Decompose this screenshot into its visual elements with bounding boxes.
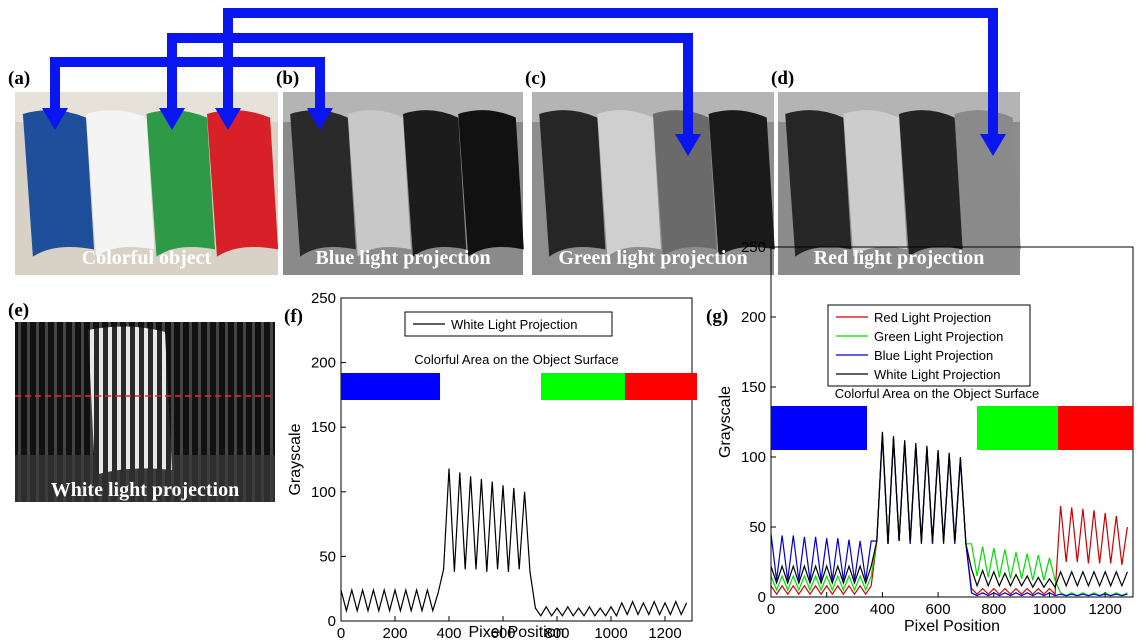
x-tick-label: 800 <box>981 601 1006 618</box>
stripe <box>348 110 411 257</box>
y-tick-label: 150 <box>311 419 336 436</box>
panel-label: (b) <box>276 68 299 89</box>
x-tick-label: 1200 <box>648 625 681 641</box>
photo-panel: Green light projection <box>532 92 775 275</box>
stripe <box>23 110 94 257</box>
stripe <box>403 110 466 257</box>
x-tick-label: 0 <box>337 625 345 641</box>
panel-caption: White light projection <box>51 479 240 501</box>
y-tick-label: 50 <box>319 548 336 565</box>
panel-caption: Green light projection <box>558 247 747 269</box>
x-axis-label: Pixel Position <box>904 618 1000 635</box>
stripe <box>88 326 172 475</box>
panel-label: (d) <box>771 68 794 89</box>
photos: Colorful object Blue light projection Gree… <box>15 92 1021 502</box>
color-band <box>771 406 867 450</box>
y-axis-label: Grayscale <box>717 386 734 458</box>
x-tick-label: 1000 <box>594 625 627 641</box>
legend-label: Blue Light Projection <box>874 348 993 363</box>
photo-panel: Red light projection <box>778 92 1021 275</box>
stripe <box>709 110 775 257</box>
panel-caption: Blue light projection <box>315 247 490 269</box>
x-tick-label: 0 <box>767 601 775 618</box>
panel-caption: Colorful object <box>82 247 212 269</box>
annotation: Colorful Area on the Object Surface <box>835 386 1040 401</box>
y-tick-label: 0 <box>758 589 766 606</box>
legend-label: Red Light Projection <box>874 310 991 325</box>
stripe <box>458 110 524 257</box>
stripe <box>290 110 356 257</box>
panel-label: (g) <box>706 306 728 327</box>
stripe <box>147 110 215 257</box>
y-axis-label: Grayscale <box>287 423 304 495</box>
y-tick-label: 200 <box>741 309 766 326</box>
legend-label: White Light Projection <box>451 317 577 332</box>
panel-label: (e) <box>8 300 29 321</box>
stripe <box>899 110 963 257</box>
color-band <box>341 373 440 400</box>
color-band <box>541 373 625 400</box>
panel-label: (a) <box>8 68 30 89</box>
panel-caption: Red light projection <box>814 247 985 269</box>
stripe <box>86 110 154 257</box>
annotation: Colorful Area on the Object Surface <box>414 352 619 367</box>
x-tick-label: 1000 <box>1033 601 1066 618</box>
plot-frame <box>341 298 692 621</box>
legend-label: White Light Projection <box>874 367 1000 382</box>
y-tick-label: 250 <box>741 239 766 256</box>
y-tick-label: 150 <box>741 379 766 396</box>
x-tick-label: 400 <box>870 601 895 618</box>
stripe <box>539 110 605 257</box>
x-tick-label: 200 <box>382 625 407 641</box>
x-tick-label: 200 <box>814 601 839 618</box>
x-tick-label: 400 <box>436 625 461 641</box>
panel-label: (c) <box>525 68 546 89</box>
y-tick-label: 0 <box>328 613 336 630</box>
series-line <box>341 469 687 616</box>
color-band <box>1058 406 1133 450</box>
legend-label: Green Light Projection <box>874 329 1003 344</box>
y-tick-label: 250 <box>311 290 336 307</box>
series-line <box>771 432 1127 587</box>
figure: Colorful object Blue light projection Gree… <box>0 0 1143 641</box>
y-tick-label: 100 <box>311 484 336 501</box>
x-axis-label: Pixel Position <box>468 624 564 641</box>
x-tick-label: 600 <box>926 601 951 618</box>
y-tick-label: 200 <box>311 355 336 372</box>
y-tick-label: 100 <box>741 449 766 466</box>
stripe <box>207 110 278 257</box>
stripe <box>843 110 907 257</box>
color-band <box>625 373 697 400</box>
stripe <box>597 110 661 257</box>
photo-panel: White light projection <box>15 322 275 502</box>
stripe <box>785 110 851 257</box>
panel-label: (f) <box>284 306 303 327</box>
color-band <box>977 406 1058 450</box>
y-tick-label: 50 <box>749 519 766 536</box>
x-tick-label: 1200 <box>1088 601 1121 618</box>
stripe <box>955 110 1021 257</box>
